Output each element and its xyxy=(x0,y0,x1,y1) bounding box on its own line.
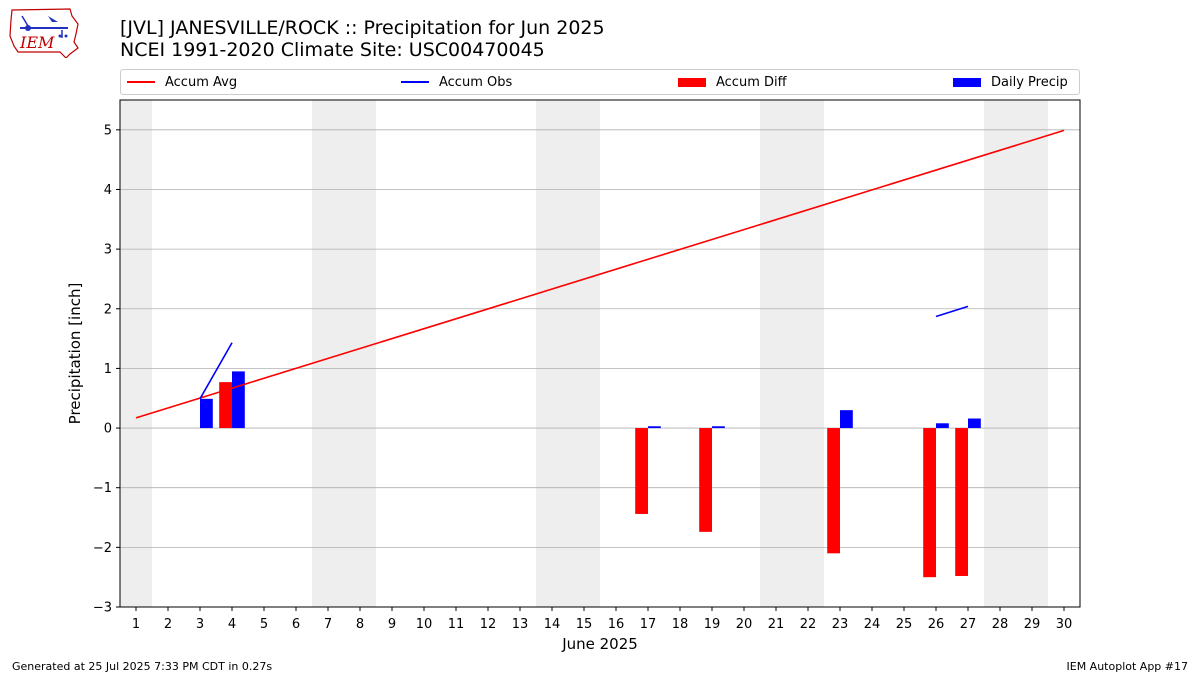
x-tick-label: 17 xyxy=(640,617,657,632)
x-tick-label: 27 xyxy=(960,617,977,632)
accum-diff-swatch xyxy=(678,77,706,87)
x-tick-label: 24 xyxy=(864,617,881,632)
x-tick-label: 4 xyxy=(228,617,236,632)
daily-precip-bar xyxy=(968,418,981,429)
accum-obs-line xyxy=(935,305,969,318)
legend-label-daily-precip: Daily Precip xyxy=(991,74,1068,90)
x-tick-label: 10 xyxy=(416,617,433,632)
accum-obs-swatch xyxy=(401,81,429,83)
accum-diff-bar xyxy=(219,382,232,429)
x-tick-label: 22 xyxy=(800,617,817,632)
x-tick-label: 3 xyxy=(196,617,204,632)
x-tick-label: 14 xyxy=(544,617,561,632)
chart-legend: Accum Avg Accum Obs Accum Diff Daily Pre… xyxy=(120,69,1080,95)
daily-precip-bar xyxy=(648,426,661,429)
daily-precip-bar xyxy=(712,426,725,429)
y-tick-label: 3 xyxy=(104,243,112,258)
accum-obs-line xyxy=(199,342,233,400)
legend-item-accum-diff: Accum Diff xyxy=(678,70,787,94)
daily-precip-bar xyxy=(840,410,853,429)
x-tick-label: 1 xyxy=(132,617,140,632)
x-tick-label: 6 xyxy=(292,617,300,632)
x-tick-label: 18 xyxy=(672,617,689,632)
x-tick-label: 8 xyxy=(356,617,364,632)
weekend-shade xyxy=(120,100,152,607)
x-tick-label: 21 xyxy=(768,617,785,632)
legend-item-accum-avg: Accum Avg xyxy=(127,70,237,94)
accum-diff-bar xyxy=(827,428,840,554)
y-tick-label: 5 xyxy=(104,123,112,138)
x-tick-label: 7 xyxy=(324,617,332,632)
x-tick-label: 28 xyxy=(992,617,1009,632)
y-tick-label: 0 xyxy=(104,422,112,437)
x-axis-label: June 2025 xyxy=(561,635,638,653)
x-tick-label: 15 xyxy=(576,617,593,632)
weekend-shade xyxy=(984,100,1048,607)
x-tick-label: 23 xyxy=(832,617,849,632)
x-tick-label: 2 xyxy=(164,617,172,632)
accum-diff-bar xyxy=(635,428,648,514)
x-tick-label: 19 xyxy=(704,617,721,632)
legend-item-accum-obs: Accum Obs xyxy=(401,70,512,94)
accum-avg-line xyxy=(135,129,1065,419)
accum-diff-bar xyxy=(923,428,936,578)
daily-precip-bar xyxy=(232,371,245,429)
daily-precip-swatch xyxy=(953,77,981,87)
x-tick-label: 25 xyxy=(896,617,913,632)
accum-diff-bar xyxy=(955,428,968,576)
accum-diff-bar xyxy=(699,428,712,532)
x-tick-label: 16 xyxy=(608,617,625,632)
y-tick-label: −3 xyxy=(93,601,112,616)
y-tick-label: 1 xyxy=(104,362,112,377)
x-tick-label: 9 xyxy=(388,617,396,632)
x-tick-label: 26 xyxy=(928,617,945,632)
x-tick-label: 29 xyxy=(1024,617,1041,632)
chart-title: [JVL] JANESVILLE/ROCK :: Precipitation f… xyxy=(120,17,605,39)
y-tick-label: −2 xyxy=(93,541,112,556)
accum-avg-swatch xyxy=(127,81,155,83)
x-tick-label: 30 xyxy=(1056,617,1073,632)
app-credit: IEM Autoplot App #17 xyxy=(1066,660,1189,673)
plot-frame xyxy=(119,99,1081,608)
legend-label-accum-diff: Accum Diff xyxy=(716,74,787,90)
y-tick-label: 2 xyxy=(104,302,112,317)
y-tick-label: −1 xyxy=(93,481,112,496)
logo-text: IEM xyxy=(19,33,55,52)
y-tick-label: 4 xyxy=(104,183,112,198)
daily-precip-bar xyxy=(936,423,949,429)
generated-timestamp: Generated at 25 Jul 2025 7:33 PM CDT in … xyxy=(12,660,273,673)
daily-precip-bar xyxy=(200,398,213,429)
x-tick-label: 5 xyxy=(260,617,268,632)
x-tick-label: 11 xyxy=(448,617,465,632)
x-tick-label: 13 xyxy=(512,617,529,632)
legend-label-accum-avg: Accum Avg xyxy=(165,74,238,90)
weekend-shade xyxy=(760,100,824,607)
y-axis-label: Precipitation [inch] xyxy=(66,283,84,425)
iem-logo: IEM xyxy=(9,8,79,58)
weekend-shade xyxy=(536,100,600,607)
legend-item-daily-precip: Daily Precip xyxy=(953,70,1068,94)
legend-label-accum-obs: Accum Obs xyxy=(439,74,513,90)
x-tick-label: 20 xyxy=(736,617,753,632)
chart-subtitle: NCEI 1991-2020 Climate Site: USC00470045 xyxy=(120,39,545,61)
x-tick-label: 12 xyxy=(480,617,497,632)
